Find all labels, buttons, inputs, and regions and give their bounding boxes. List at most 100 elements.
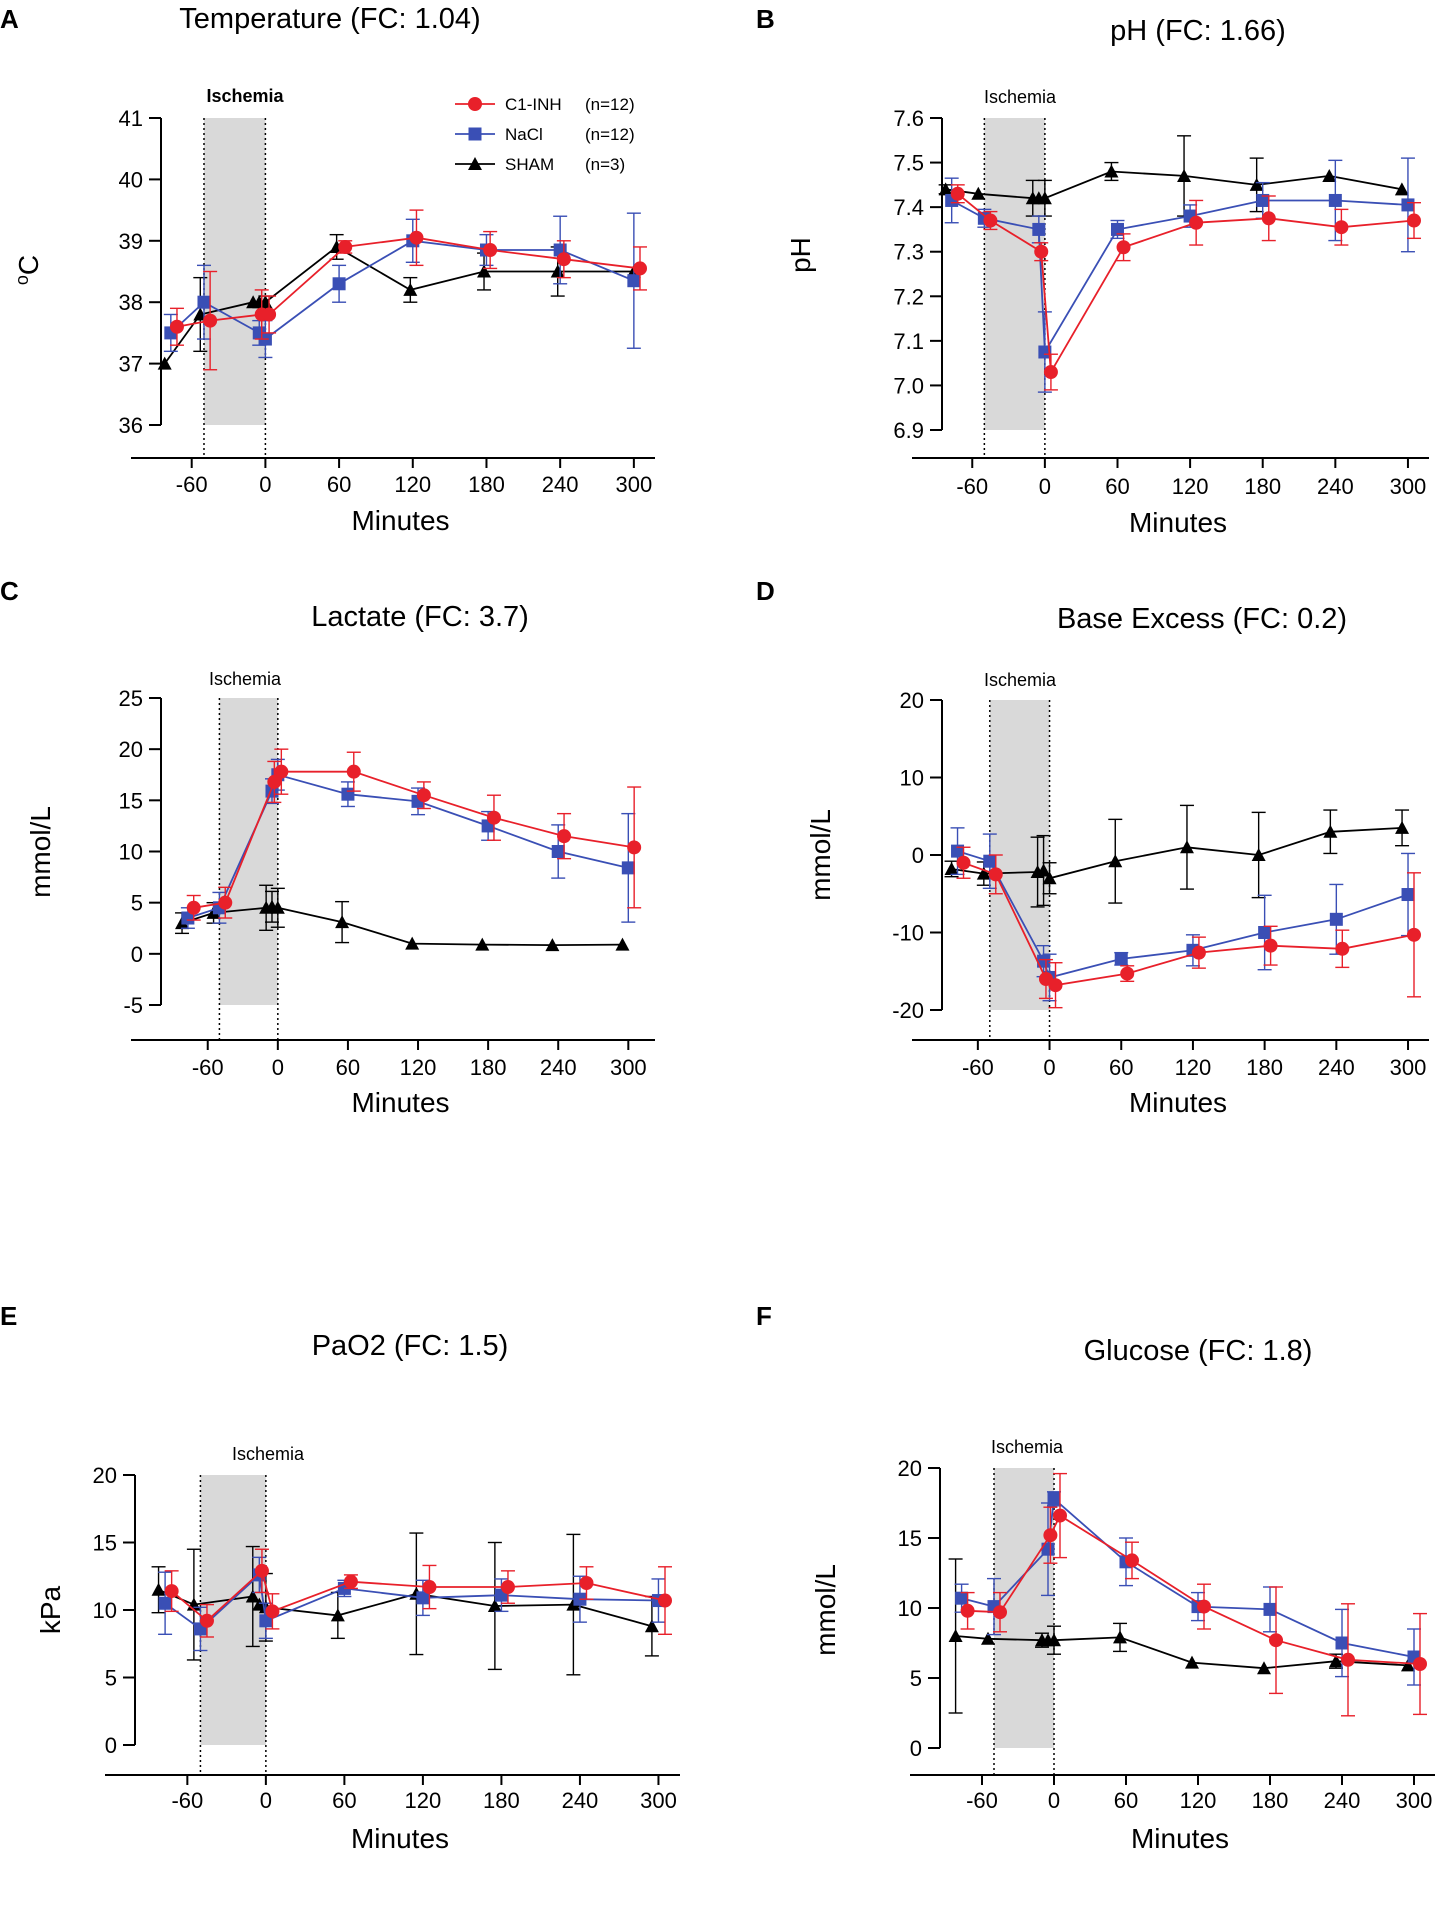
x-axis-label: Minutes [1131, 1823, 1229, 1854]
panel-d: D Base Excess (FC: 0.2) Ischemia -20 -10 0 10 2… [756, 576, 1429, 1118]
y-axis-label: mmol/L [805, 809, 836, 901]
data-point [346, 764, 361, 779]
y-tick-label: 20 [900, 688, 924, 713]
legend-count: (n=3) [585, 155, 625, 174]
data-point [169, 319, 184, 334]
data-point [151, 1582, 166, 1596]
x-tick-label: 180 [1246, 1055, 1283, 1080]
data-point [545, 938, 560, 952]
y-tick-label: 7.4 [893, 195, 924, 220]
data-point [1328, 193, 1342, 207]
y-tick-label: -10 [892, 921, 924, 946]
legend-marker [468, 127, 482, 141]
data-point [1258, 926, 1272, 939]
x-tick-label: 0 [272, 1055, 284, 1080]
data-point [330, 1608, 345, 1622]
legend-marker [468, 157, 482, 170]
data-point [1047, 1492, 1061, 1506]
data-point [1341, 1652, 1355, 1667]
data-point [199, 1613, 214, 1628]
data-point [1110, 222, 1124, 236]
data-point [254, 1563, 269, 1578]
data-point [1401, 888, 1415, 902]
series-line [951, 827, 1403, 880]
y-tick-label: 25 [119, 686, 143, 711]
data-point [158, 1596, 172, 1610]
data-point [1394, 182, 1409, 196]
y-tick-label: 7.6 [893, 106, 924, 131]
y-tick-label: 10 [119, 840, 143, 865]
y-tick-label: 5 [910, 1666, 922, 1691]
series-line [955, 1635, 1409, 1670]
series-nacl [944, 157, 1415, 393]
data-point [971, 186, 986, 200]
x-tick-label: 240 [1317, 474, 1354, 499]
legend-item-sham: SHAM (n=3) [455, 155, 625, 174]
data-point [1116, 240, 1131, 255]
data-point [627, 274, 641, 288]
y-tick-label: -20 [892, 998, 924, 1023]
data-point [566, 1597, 581, 1611]
y-tick-label: 37 [119, 352, 143, 377]
legend-item-nacl: NaCl (n=12) [455, 125, 635, 144]
y-tick-label: 20 [898, 1456, 922, 1481]
data-point [1334, 220, 1349, 235]
panel-title: PaO2 (FC: 1.5) [312, 1330, 509, 1362]
data-point [579, 1576, 594, 1590]
data-point [550, 264, 565, 278]
x-tick-label: -60 [176, 472, 208, 497]
x-axis-label: Minutes [351, 505, 449, 536]
ischemia-shade [984, 118, 1045, 430]
data-point [500, 1580, 515, 1595]
data-point [1037, 191, 1052, 205]
x-tick-label: 120 [400, 1055, 437, 1080]
panel-a: A Temperature (FC: 1.04) Ischemia 36 37 38 39 4… [0, 3, 655, 536]
data-point [416, 1591, 430, 1605]
data-point [1249, 177, 1264, 191]
x-tick-label: 180 [1244, 474, 1281, 499]
data-point [1263, 938, 1278, 953]
data-point [633, 261, 647, 276]
data-point [1034, 244, 1049, 259]
y-tick-label: 20 [93, 1463, 117, 1488]
data-point [274, 764, 289, 779]
x-tick-label: 120 [1172, 474, 1209, 499]
series-line [945, 170, 1403, 200]
data-point [486, 810, 501, 825]
legend-item-c1-inh: C1-INH (n=12) [455, 95, 635, 114]
x-axis-label: Minutes [351, 1087, 449, 1118]
y-tick-label: 0 [912, 843, 924, 868]
data-point [1120, 966, 1135, 981]
series-c1-inh [950, 184, 1421, 391]
data-point [422, 1580, 437, 1595]
data-point [197, 295, 211, 309]
data-point [483, 243, 498, 258]
data-point [988, 867, 1003, 882]
data-point [265, 1604, 280, 1619]
data-point [1043, 365, 1058, 380]
data-point [551, 845, 565, 858]
x-tick-label: -60 [962, 1055, 994, 1080]
series-line [158, 1588, 653, 1628]
data-point [1407, 927, 1421, 942]
data-point [1185, 1655, 1199, 1669]
data-point [1113, 1630, 1127, 1644]
data-point [1401, 198, 1415, 212]
x-tick-label: 180 [483, 1788, 520, 1813]
legend-label: C1-INH [505, 95, 562, 114]
y-axis-label: mmol/L [810, 1564, 841, 1656]
data-point [1261, 211, 1276, 226]
data-point [1042, 871, 1057, 885]
data-point [1036, 863, 1051, 877]
series-c1-inh [186, 748, 642, 921]
data-point [1407, 213, 1421, 228]
y-tick-label: 15 [93, 1531, 117, 1556]
y-tick-label: 7.0 [893, 373, 924, 398]
data-point [338, 239, 353, 254]
x-tick-label: 0 [1048, 1788, 1060, 1813]
data-point [1323, 824, 1338, 838]
data-point [944, 861, 959, 875]
data-point [1395, 820, 1410, 834]
legend-marker [468, 97, 482, 111]
